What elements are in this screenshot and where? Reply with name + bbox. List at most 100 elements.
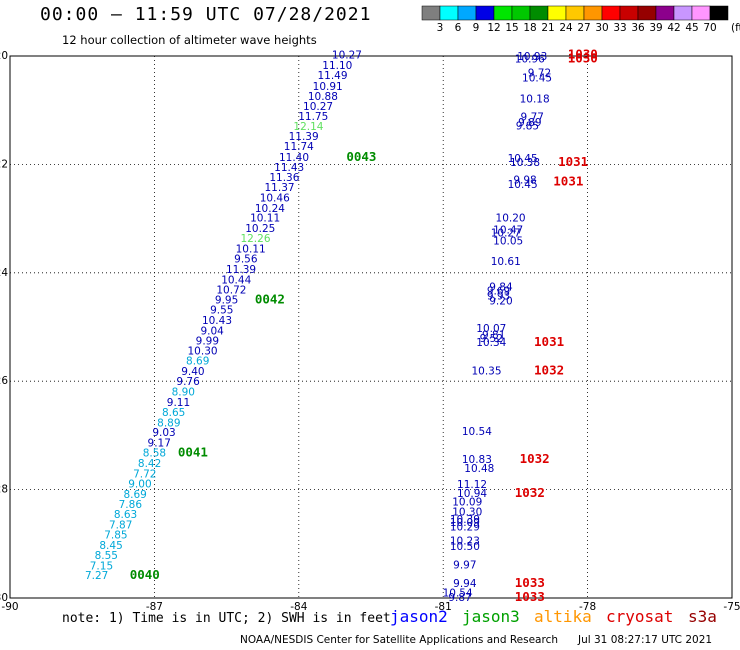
colorbar-swatch bbox=[637, 5, 657, 21]
lat-tick-label: -28 bbox=[0, 484, 8, 496]
pass-time-label: 0041 bbox=[178, 445, 208, 460]
pass-time-label: 1031 bbox=[553, 174, 583, 189]
grid: -90 -87 -84 -81 -78 -75 -20 -22 -24 -26 -28 -30 bbox=[0, 50, 740, 613]
page-subtitle: 12 hour collection of altimeter wave hei… bbox=[62, 33, 317, 47]
colorbar-swatch bbox=[457, 5, 477, 21]
swh-value-label: 10.47 bbox=[493, 224, 523, 236]
swh-value-label: 10.34 bbox=[476, 337, 506, 349]
swh-value-label: 10.38 bbox=[510, 157, 540, 169]
colorbar-tick-label: 33 bbox=[613, 22, 626, 34]
swh-value-label: 12.26 bbox=[240, 233, 270, 245]
swh-value-label: 9.98 bbox=[513, 175, 536, 187]
colorbar-swatch bbox=[619, 5, 639, 21]
colorbar-tick-label: 3 bbox=[437, 22, 444, 34]
swh-value-label: 9.85 bbox=[516, 120, 539, 132]
pass-time-label: 1030 bbox=[568, 51, 598, 66]
swh-value-label: 9.93 bbox=[487, 291, 510, 303]
colorbar-swatch bbox=[547, 5, 567, 21]
colorbar-swatch bbox=[709, 5, 729, 21]
swh-value-label: 9.00 bbox=[128, 479, 151, 491]
colorbar-tick-label: 15 bbox=[505, 22, 518, 34]
colorbar-tick-label: 39 bbox=[649, 22, 662, 34]
swh-value-label: 11.75 bbox=[298, 111, 328, 123]
colorbar-swatch bbox=[439, 5, 459, 21]
swh-value-label: 7.86 bbox=[119, 499, 143, 511]
pass-time-label: 1033 bbox=[515, 575, 545, 590]
swh-value-label: 9.89 bbox=[518, 117, 541, 129]
swh-value-label: 10.30 bbox=[188, 345, 218, 357]
swh-value-label: 11.37 bbox=[265, 182, 295, 194]
swh-value-label: 9.55 bbox=[210, 305, 233, 317]
swh-value-label: 8.58 bbox=[143, 448, 166, 460]
swh-value-label: 9.77 bbox=[521, 112, 544, 124]
swh-value-label: 8.90 bbox=[172, 386, 195, 398]
credit-text: NOAA/NESDIS Center for Satellite Applica… bbox=[240, 634, 558, 646]
satellite-legend-s3a: s3a bbox=[688, 607, 717, 626]
colorbar-tick-label: 36 bbox=[631, 22, 645, 34]
swh-value-label: 9.97 bbox=[453, 559, 476, 571]
swh-value-label: 10.45 bbox=[522, 73, 552, 85]
colorbar-swatch bbox=[655, 5, 675, 21]
colorbar-tick-label: 12 bbox=[487, 22, 500, 34]
lon-tick-label: -78 bbox=[579, 601, 596, 613]
colorbar-tick-label: 9 bbox=[473, 22, 480, 34]
pass-time-label: 1033 bbox=[515, 589, 545, 604]
swh-value-label: 10.20 bbox=[496, 213, 526, 225]
swh-value-label: 10.88 bbox=[308, 91, 338, 103]
colorbar-swatch bbox=[673, 5, 693, 21]
swh-value-label: 8.89 bbox=[157, 417, 180, 429]
swh-value-label: 9.87 bbox=[448, 592, 471, 604]
swh-value-label: 7.87 bbox=[109, 519, 132, 531]
pass-time-label: 0040 bbox=[130, 567, 160, 582]
colorbar-tick-label: 30 bbox=[595, 22, 608, 34]
swh-value-label: 9.52 bbox=[480, 333, 503, 345]
swh-value-label: 9.94 bbox=[453, 578, 477, 590]
swh-value-label: 10.24 bbox=[255, 203, 285, 215]
swh-value-label: 10.54 bbox=[462, 426, 492, 438]
pass-time-label: 1032 bbox=[515, 485, 545, 500]
swh-value-label: 10.93 bbox=[517, 51, 547, 63]
swh-value-label: 10.39 bbox=[450, 514, 480, 526]
colorbar-swatch bbox=[475, 5, 495, 21]
lon-tick-label: -75 bbox=[723, 601, 740, 613]
swh-value-label: 9.20 bbox=[489, 295, 512, 307]
swh-value-label: 11.39 bbox=[226, 264, 256, 276]
colorbar-tick-label: 42 bbox=[667, 22, 680, 34]
swh-value-label: 10.45 bbox=[508, 153, 538, 165]
pass-time-label: 1030 bbox=[568, 46, 598, 61]
swh-value-label: 10.27 bbox=[491, 228, 521, 240]
plot-frame bbox=[9, 55, 733, 599]
pass-time-label: 1032 bbox=[534, 362, 564, 377]
swh-value-label: 11.49 bbox=[317, 70, 347, 82]
swh-value-label: 10.11 bbox=[250, 213, 280, 225]
swh-value-label: 9.76 bbox=[176, 376, 200, 388]
colorbar-swatch bbox=[565, 5, 585, 21]
swh-value-label: 10.43 bbox=[202, 315, 232, 327]
swh-value-label: 10.35 bbox=[471, 365, 501, 377]
swh-value-label: 7.72 bbox=[133, 468, 156, 480]
swh-value-label: 10.83 bbox=[462, 454, 492, 466]
swh-value-label: 9.69 bbox=[487, 286, 510, 298]
satellite-legend-jason2: jason2 bbox=[390, 607, 448, 626]
swh-value-label: 10.96 bbox=[515, 54, 545, 66]
swh-value-label: 11.43 bbox=[274, 162, 304, 174]
swh-value-label: 9.81 bbox=[482, 330, 505, 342]
swh-value-label: 8.69 bbox=[186, 356, 209, 368]
swh-value-label: 9.17 bbox=[148, 437, 171, 449]
swh-value-label: 11.12 bbox=[457, 479, 487, 491]
swh-value-label: 9.03 bbox=[152, 427, 175, 439]
footnote: note: 1) Time is in UTC; 2) SWH is in fe… bbox=[62, 611, 391, 626]
colorbar-tick-label: 70 bbox=[703, 22, 716, 34]
pass-time-label: 1032 bbox=[520, 451, 550, 466]
colorbar-tick-label: 27 bbox=[577, 22, 590, 34]
pass-time-label: 1031 bbox=[534, 334, 564, 349]
swh-value-label: 11.40 bbox=[279, 152, 309, 164]
pass-time-label: 1031 bbox=[558, 154, 588, 169]
swh-value-label: 10.46 bbox=[260, 192, 290, 204]
swh-value-label: 10.72 bbox=[216, 285, 246, 297]
lat-tick-label: -30 bbox=[0, 592, 8, 604]
swh-value-label: 10.61 bbox=[491, 256, 521, 268]
lat-tick-label: -22 bbox=[0, 158, 8, 170]
